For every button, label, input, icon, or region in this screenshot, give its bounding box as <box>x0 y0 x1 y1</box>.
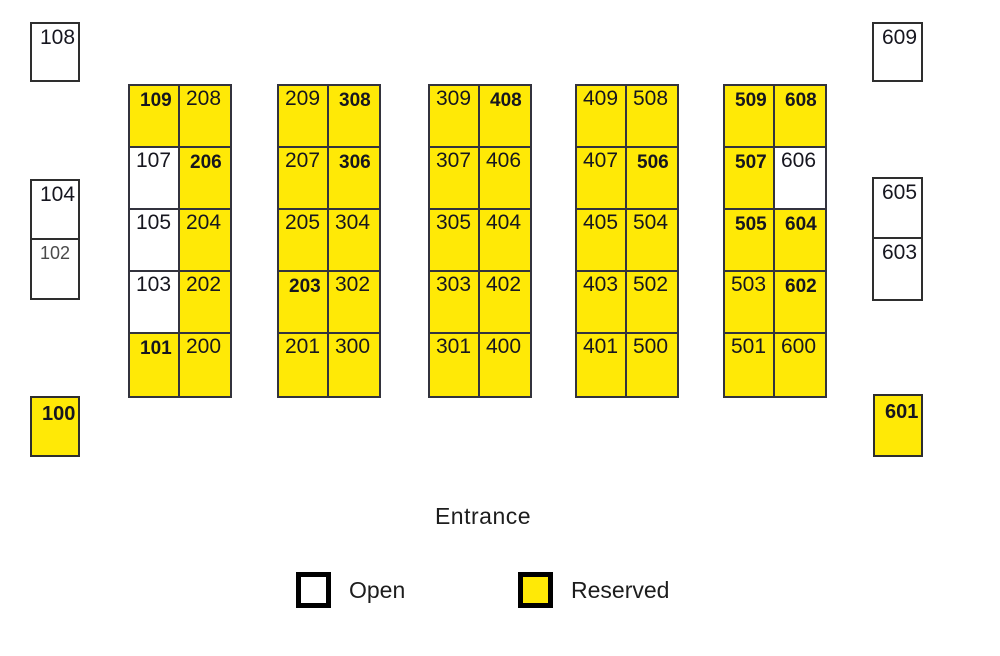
booth-205[interactable]: 205 <box>279 210 329 272</box>
booth-405[interactable]: 405 <box>577 210 627 272</box>
booth-501[interactable]: 501 <box>725 334 775 396</box>
booth-504[interactable]: 504 <box>627 210 677 272</box>
booth-308[interactable]: 308 <box>329 86 379 148</box>
booth-609[interactable]: 609 <box>872 22 923 82</box>
booth-407[interactable]: 407 <box>577 148 627 210</box>
booth-108[interactable]: 108 <box>30 22 80 82</box>
booth-300[interactable]: 300 <box>329 334 379 396</box>
booth-506[interactable]: 506 <box>627 148 677 210</box>
booth-307[interactable]: 307 <box>430 148 480 210</box>
booth-309[interactable]: 309 <box>430 86 480 148</box>
booth-505[interactable]: 505 <box>725 210 775 272</box>
booth-403[interactable]: 403 <box>577 272 627 334</box>
entrance-label: Entrance <box>434 503 532 529</box>
booth-606[interactable]: 606 <box>775 148 825 210</box>
booth-206[interactable]: 206 <box>180 148 230 210</box>
booth-305[interactable]: 305 <box>430 210 480 272</box>
booth-600[interactable]: 600 <box>775 334 825 396</box>
legend-open: Open <box>296 572 405 608</box>
booth-404[interactable]: 404 <box>480 210 530 272</box>
open-swatch-icon <box>296 572 331 608</box>
booth-602[interactable]: 602 <box>775 272 825 334</box>
booth-107[interactable]: 107 <box>130 148 180 210</box>
booth-207[interactable]: 207 <box>279 148 329 210</box>
legend-reserved: Reserved <box>518 572 669 608</box>
booth-503[interactable]: 503 <box>725 272 775 334</box>
booth-column-2: 209 308 207 306 205 304 203 302 201 300 <box>277 84 381 398</box>
booth-100[interactable]: 100 <box>30 396 80 457</box>
booth-column-1: 109 208 107 206 105 204 103 202 101 200 <box>128 84 232 398</box>
booth-605[interactable]: 605 <box>872 177 923 239</box>
reserved-swatch-icon <box>518 572 553 608</box>
booth-202[interactable]: 202 <box>180 272 230 334</box>
booth-500[interactable]: 500 <box>627 334 677 396</box>
legend-open-label: Open <box>349 576 406 603</box>
booth-409[interactable]: 409 <box>577 86 627 148</box>
booth-408[interactable]: 408 <box>480 86 530 148</box>
booth-102[interactable]: 102 <box>30 238 80 300</box>
booth-103[interactable]: 103 <box>130 272 180 334</box>
booth-column-3: 309 408 307 406 305 404 303 402 301 400 <box>428 84 532 398</box>
booth-604[interactable]: 604 <box>775 210 825 272</box>
booth-400[interactable]: 400 <box>480 334 530 396</box>
booth-406[interactable]: 406 <box>480 148 530 210</box>
booth-508[interactable]: 508 <box>627 86 677 148</box>
booth-502[interactable]: 502 <box>627 272 677 334</box>
booth-column-5: 509 608 507 606 505 604 503 602 501 600 <box>723 84 827 398</box>
booth-column-4: 409 508 407 506 405 504 403 502 401 500 <box>575 84 679 398</box>
booth-204[interactable]: 204 <box>180 210 230 272</box>
legend-reserved-label: Reserved <box>571 576 670 603</box>
booth-104[interactable]: 104 <box>30 179 80 240</box>
booth-401[interactable]: 401 <box>577 334 627 396</box>
booth-306[interactable]: 306 <box>329 148 379 210</box>
booth-109[interactable]: 109 <box>130 86 180 148</box>
booth-201[interactable]: 201 <box>279 334 329 396</box>
booth-101[interactable]: 101 <box>130 334 180 396</box>
booth-302[interactable]: 302 <box>329 272 379 334</box>
booth-105[interactable]: 105 <box>130 210 180 272</box>
booth-608[interactable]: 608 <box>775 86 825 148</box>
booth-402[interactable]: 402 <box>480 272 530 334</box>
booth-208[interactable]: 208 <box>180 86 230 148</box>
booth-301[interactable]: 301 <box>430 334 480 396</box>
booth-304[interactable]: 304 <box>329 210 379 272</box>
booth-203[interactable]: 203 <box>279 272 329 334</box>
booth-209[interactable]: 209 <box>279 86 329 148</box>
booth-601[interactable]: 601 <box>873 394 923 457</box>
booth-507[interactable]: 507 <box>725 148 775 210</box>
booth-509[interactable]: 509 <box>725 86 775 148</box>
booth-303[interactable]: 303 <box>430 272 480 334</box>
booth-603[interactable]: 603 <box>872 237 923 301</box>
booth-200[interactable]: 200 <box>180 334 230 396</box>
